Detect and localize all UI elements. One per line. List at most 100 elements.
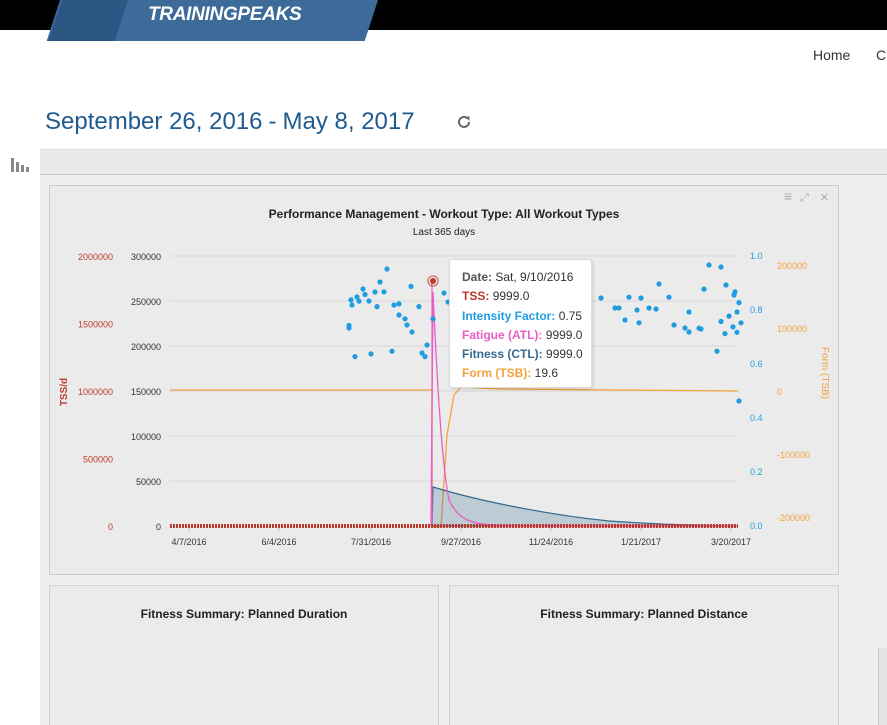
data-point-if	[368, 351, 374, 357]
chart-title: Performance Management - Workout Type: A…	[268, 207, 620, 221]
x-tick-label: 9/27/2016	[441, 537, 481, 547]
data-point-if	[396, 312, 402, 318]
date-range-start[interactable]: September 26, 2016	[45, 108, 263, 135]
tooltip-tsb-label: Form (TSB):	[462, 366, 532, 381]
data-point-if	[422, 354, 428, 360]
tooltip-if: Intensity Factor: 0.75	[462, 307, 591, 326]
tooltip-date: Date: Sat, 9/10/2016	[462, 268, 591, 287]
tooltip-ctl-value: 9999.0	[546, 347, 583, 362]
x-tick-label: 3/20/2017	[711, 537, 751, 547]
data-point-if	[734, 309, 740, 315]
data-point-if	[634, 307, 640, 313]
logo-band-accent	[48, 0, 128, 41]
data-point-if	[738, 320, 744, 326]
y-tick-label-if: 1.0	[750, 251, 763, 261]
data-point-if	[638, 295, 644, 301]
y-tick-label-tsb: -200000	[777, 513, 810, 523]
y-tick-label-if: 0.4	[750, 413, 763, 423]
performance-chart-panel	[49, 185, 839, 575]
data-point-if	[653, 306, 659, 312]
data-point-if	[408, 283, 414, 289]
data-point-if	[360, 286, 366, 292]
y-tick-label-tss: 0	[108, 522, 113, 532]
planned-distance-panel: Fitness Summary: Planned Distance	[449, 585, 839, 725]
tooltip-ctl: Fitness (CTL): 9999.0	[462, 345, 591, 364]
data-point-if	[430, 316, 436, 322]
data-point-if	[706, 262, 712, 268]
data-point-if	[362, 291, 368, 298]
data-point-if	[622, 317, 628, 323]
tooltip-tsb: Form (TSB): 19.6	[462, 364, 591, 383]
y-tick-label: 200000	[131, 342, 161, 352]
tooltip-tsb-value: 19.6	[534, 366, 559, 381]
date-range-title: September 26, 2016- May 8, 2017	[45, 108, 415, 136]
data-point-if	[346, 325, 352, 331]
data-point-if	[391, 302, 397, 308]
y-tick-label: 300000	[131, 252, 161, 262]
y-tick-label: 250000	[131, 297, 161, 307]
data-point-if	[686, 329, 692, 335]
data-point-if	[424, 342, 430, 348]
data-point-if	[389, 348, 395, 354]
data-point-if	[736, 398, 742, 404]
data-point-if	[731, 292, 737, 298]
chart-tooltip: Date: Sat, 9/10/2016 TSS: 9999.0 Intensi…	[449, 259, 592, 388]
y-tick-label-if: 0.0	[750, 521, 763, 531]
expand-icon[interactable]: ⤢	[800, 191, 809, 204]
data-point-tss	[430, 278, 436, 284]
x-tick-label: 4/7/2016	[171, 537, 206, 547]
data-point-if	[409, 329, 415, 335]
data-point-if	[402, 316, 408, 322]
bar-chart-icon[interactable]	[10, 157, 30, 173]
data-point-if	[656, 281, 662, 287]
data-point-if	[666, 294, 672, 300]
tooltip-if-value: 0.75	[558, 308, 583, 323]
data-point-if	[374, 304, 380, 310]
date-range-end[interactable]: May 8, 2017	[282, 108, 415, 135]
y-tick-label: 0	[156, 522, 161, 532]
data-point-if	[734, 329, 740, 335]
y-tick-label: 50000	[136, 477, 161, 487]
data-point-if	[730, 324, 736, 330]
x-tick-label: 11/24/2016	[529, 537, 573, 547]
data-point-if	[598, 295, 604, 301]
close-icon[interactable]: ×	[820, 189, 829, 206]
page-scrollbar[interactable]	[878, 648, 887, 725]
data-point-if	[416, 304, 422, 310]
data-point-if	[626, 294, 632, 300]
data-point-if	[718, 318, 724, 325]
data-point-if	[736, 300, 742, 306]
nav-next-link[interactable]: C	[876, 47, 887, 63]
data-point-if	[671, 322, 677, 328]
data-point-if	[646, 305, 652, 311]
dashboard-toolbar	[40, 149, 887, 175]
brand-logo[interactable]: TRAININGPEAKS	[148, 4, 302, 25]
data-point-if	[612, 305, 618, 311]
data-point-if	[348, 297, 354, 303]
y-tick-label: 100000	[131, 432, 161, 442]
tooltip-ctl-label: Fitness (CTL):	[462, 347, 543, 362]
data-point-if	[718, 264, 724, 270]
y-tick-label-tsb: 200000	[777, 261, 807, 271]
y-tick-label-if: 0.2	[750, 467, 763, 477]
data-point-tss-halo	[427, 275, 439, 287]
tooltip-date-label: Date:	[462, 270, 493, 284]
refresh-icon[interactable]	[456, 114, 472, 130]
tooltip-tss: TSS: 9999.0	[462, 287, 591, 306]
menu-icon[interactable]: ≡	[784, 188, 792, 204]
chart-subtitle: Last 365 days	[412, 227, 476, 238]
nav-home-link[interactable]: Home	[813, 47, 851, 63]
data-point-if	[726, 313, 732, 319]
data-point-if	[381, 289, 387, 295]
x-tick-label: 6/4/2016	[261, 537, 296, 547]
data-point-if	[396, 301, 402, 307]
y-tick-label-tss: 1000000	[78, 387, 113, 397]
y-tick-label-tss: 2000000	[78, 252, 113, 262]
data-point-if	[384, 266, 390, 272]
y-tick-label-tsb: -100000	[777, 450, 810, 460]
performance-chart[interactable]: ≡ ⤢ ×3000002500002000001500001000005000002…	[49, 185, 839, 575]
y-tick-label-tsb: 0	[777, 387, 782, 397]
tooltip-date-value: Sat, 9/10/2016	[495, 270, 574, 284]
data-point-if	[419, 350, 425, 356]
data-point-if	[701, 286, 707, 292]
